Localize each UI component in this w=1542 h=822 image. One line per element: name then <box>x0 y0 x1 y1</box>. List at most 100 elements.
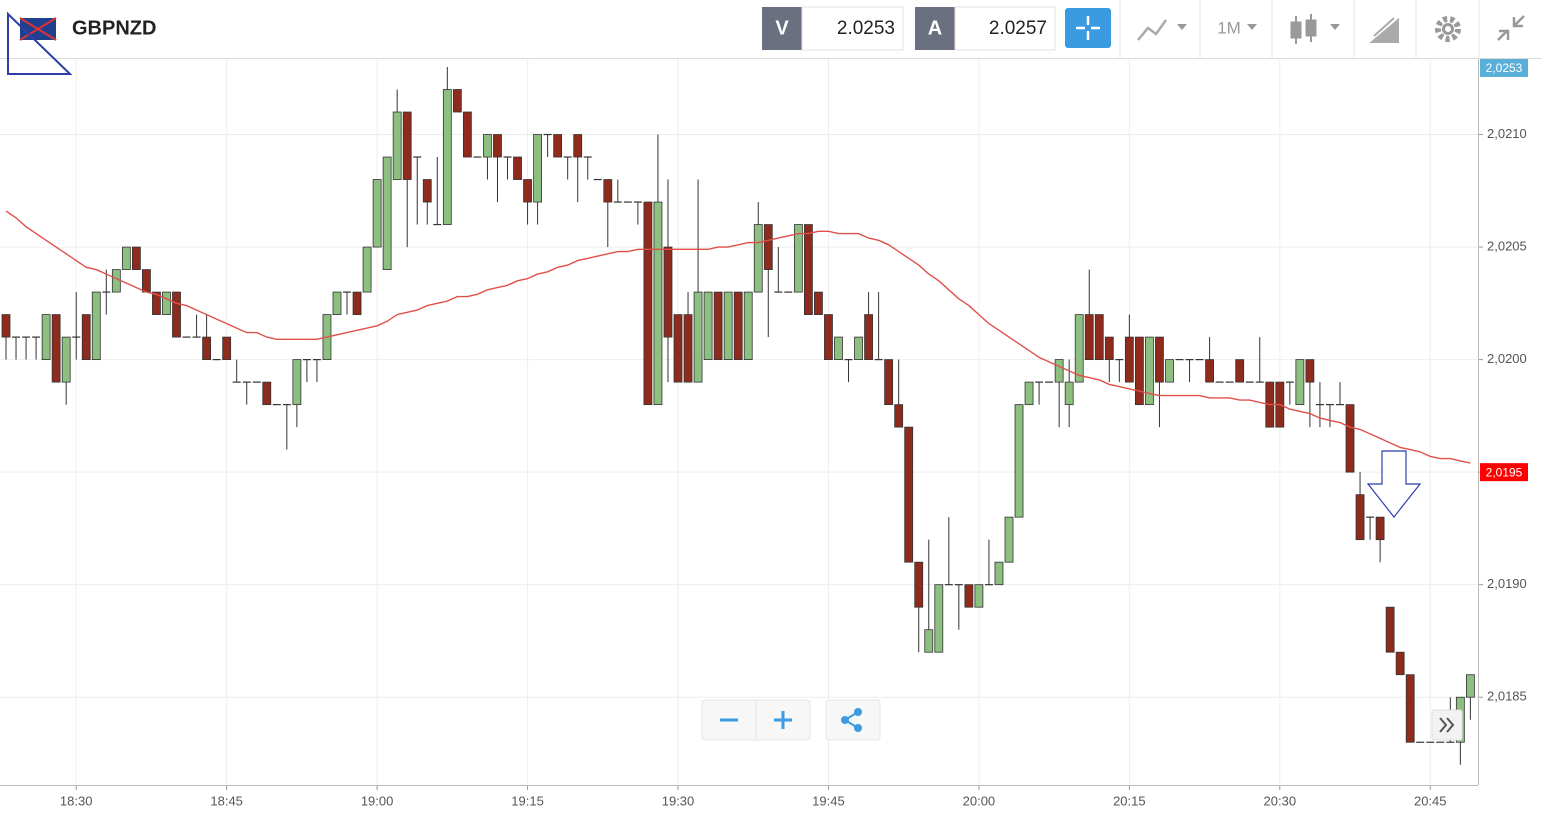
candle-body <box>1104 336 1114 361</box>
y-tick-label: 2,0210 <box>1487 126 1527 141</box>
candle-body <box>1064 381 1074 406</box>
x-tick-label: 19:15 <box>511 793 544 808</box>
candle-body <box>1134 336 1144 406</box>
candle-body <box>964 584 974 608</box>
candle-body <box>402 111 412 180</box>
candle-body <box>493 134 502 158</box>
candle-body <box>834 336 843 361</box>
candle-body <box>392 111 402 180</box>
candle-body <box>533 134 542 203</box>
candle-body <box>262 381 272 406</box>
price-label: 2,0253 <box>1486 61 1523 75</box>
candle-body <box>452 89 462 113</box>
candle-body <box>553 134 563 158</box>
candle-body <box>1165 359 1174 383</box>
draw-icon[interactable] <box>1369 17 1399 43</box>
candle-body <box>172 291 181 338</box>
candle-body <box>723 291 733 361</box>
x-tick-label: 20:15 <box>1113 793 1146 808</box>
candle-body <box>362 246 372 293</box>
candle-body <box>352 291 362 315</box>
candle-body <box>733 291 743 361</box>
candle-body <box>804 224 813 315</box>
candle-body <box>111 269 121 293</box>
settings-icon[interactable] <box>1435 16 1461 42</box>
candle-body <box>1465 674 1475 698</box>
candle-body <box>864 314 873 361</box>
candle-body <box>1074 314 1084 383</box>
share-icon <box>841 708 862 732</box>
settings-icon-hole <box>1445 26 1451 32</box>
candle-body <box>41 314 51 361</box>
x-tick-label: 19:45 <box>812 793 845 808</box>
candle-body <box>1155 336 1164 383</box>
candle-body <box>1094 314 1104 361</box>
price-label-box <box>1480 463 1528 482</box>
collapse-icon[interactable] <box>1497 15 1525 41</box>
buy-price-box[interactable] <box>954 6 1056 51</box>
candle-body <box>513 156 522 180</box>
sell-price-box[interactable] <box>801 6 904 51</box>
candle-body <box>663 246 673 338</box>
candle-body <box>924 629 934 653</box>
candle-body <box>814 291 823 315</box>
candle-body <box>202 336 212 361</box>
candle-body <box>422 179 432 203</box>
candle-body <box>1054 359 1064 383</box>
buy-label: A <box>928 17 942 39</box>
candle-body <box>1405 674 1415 743</box>
symbol: GBPNZD <box>72 17 156 39</box>
candle-body <box>683 314 693 383</box>
candles-icon[interactable] <box>1290 14 1317 44</box>
candle-body <box>854 336 863 361</box>
candle-body <box>1235 359 1245 383</box>
timeframe[interactable]: 1M <box>1217 18 1241 37</box>
toolbar-separators <box>1119 0 1480 58</box>
candle-body <box>1024 381 1034 406</box>
candle-body <box>1124 336 1134 383</box>
sell-label: V <box>775 17 789 39</box>
candle-body <box>1355 494 1365 541</box>
x-tick-label: 18:30 <box>60 793 93 808</box>
dropdown-arrow <box>1247 24 1257 30</box>
candle-body <box>573 134 583 158</box>
y-tick-label: 2,0200 <box>1487 351 1527 366</box>
candle-body <box>372 179 382 248</box>
y-tick-label: 2,0185 <box>1487 689 1527 704</box>
candle-body <box>934 584 944 653</box>
candle-body <box>51 314 61 383</box>
candle-body <box>292 359 302 406</box>
candle-body <box>1345 404 1355 473</box>
candle-body <box>703 291 713 361</box>
crosshair-button[interactable] <box>1065 8 1111 48</box>
candle-body <box>793 224 803 293</box>
candle-body <box>483 134 492 158</box>
sell-price: 2.0253 <box>837 18 895 39</box>
sell-label-box[interactable] <box>762 7 802 50</box>
share-button[interactable] <box>825 699 881 741</box>
candle-body <box>884 359 894 406</box>
candle-body <box>904 426 914 563</box>
candle-body <box>994 561 1004 586</box>
scroll-end-icon <box>1439 717 1455 733</box>
x-tick-label: 20:45 <box>1414 793 1447 808</box>
candle-body <box>121 246 131 270</box>
x-tick-label: 19:30 <box>662 793 695 808</box>
candle-body <box>1375 516 1385 541</box>
candle-body <box>382 156 392 270</box>
candle-body <box>743 291 753 361</box>
candle-body <box>142 269 151 293</box>
candle-body <box>1385 606 1395 653</box>
candle-body <box>1004 516 1014 563</box>
candle-body <box>974 584 984 608</box>
candle-body <box>1205 359 1214 383</box>
dropdown-arrow <box>1177 24 1187 30</box>
buy-label-box[interactable] <box>915 7 955 50</box>
candle-body <box>462 111 472 158</box>
zoom-in[interactable] <box>774 711 792 729</box>
candle-body <box>332 291 342 315</box>
chart-type-icon[interactable] <box>1137 19 1168 41</box>
candle-body <box>1395 651 1405 676</box>
